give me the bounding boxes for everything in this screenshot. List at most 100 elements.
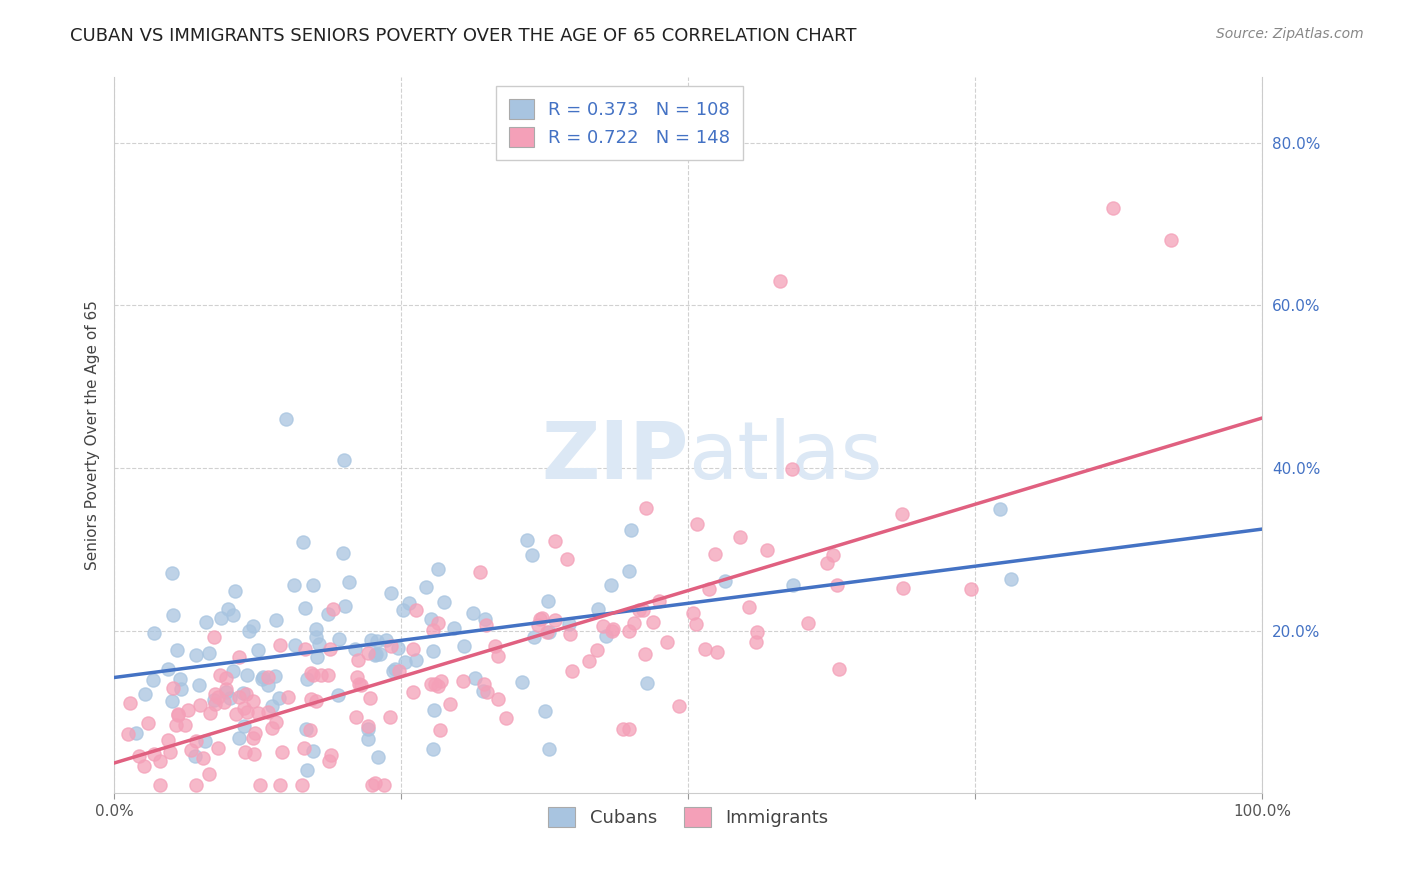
- Point: [246, 643, 269, 657]
- Point: [260, 721, 283, 735]
- Point: [335, 599, 357, 613]
- Point: [827, 578, 849, 592]
- Point: [257, 677, 280, 691]
- Point: [523, 630, 546, 644]
- Point: [451, 673, 474, 688]
- Point: [1160, 233, 1182, 247]
- Point: [138, 715, 160, 730]
- Point: [394, 655, 416, 669]
- Point: [264, 668, 287, 682]
- Point: [180, 742, 202, 756]
- Point: [634, 647, 657, 661]
- Point: [599, 578, 621, 592]
- Point: [1102, 201, 1125, 215]
- Point: [295, 763, 318, 777]
- Point: [706, 645, 728, 659]
- Point: [276, 412, 298, 426]
- Point: [422, 643, 444, 657]
- Point: [295, 722, 318, 736]
- Point: [328, 632, 350, 646]
- Point: [405, 603, 427, 617]
- Point: [228, 650, 250, 665]
- Point: [617, 564, 640, 578]
- Point: [745, 625, 768, 640]
- Point: [464, 671, 486, 685]
- Point: [149, 778, 172, 792]
- Point: [232, 701, 254, 715]
- Point: [316, 607, 339, 621]
- Point: [350, 678, 373, 692]
- Point: [415, 580, 437, 594]
- Point: [236, 706, 259, 720]
- Point: [578, 654, 600, 668]
- Point: [634, 501, 657, 516]
- Point: [184, 749, 207, 764]
- Point: [277, 690, 299, 704]
- Point: [373, 778, 395, 792]
- Point: [269, 778, 291, 792]
- Point: [346, 710, 368, 724]
- Point: [682, 606, 704, 620]
- Point: [169, 672, 191, 686]
- Point: [177, 703, 200, 717]
- Point: [299, 692, 322, 706]
- Point: [520, 548, 543, 562]
- Point: [392, 603, 415, 617]
- Point: [222, 607, 245, 622]
- Point: [475, 617, 498, 632]
- Point: [443, 622, 465, 636]
- Point: [337, 575, 360, 590]
- Point: [368, 647, 391, 661]
- Point: [427, 679, 450, 693]
- Point: [380, 586, 402, 600]
- Point: [538, 742, 561, 756]
- Point: [194, 734, 217, 748]
- Point: [224, 584, 246, 599]
- Point: [346, 670, 368, 684]
- Point: [228, 690, 250, 704]
- Point: [165, 718, 187, 732]
- Point: [264, 714, 287, 729]
- Point: [295, 672, 318, 686]
- Point: [134, 687, 156, 701]
- Point: [167, 707, 190, 722]
- Point: [612, 722, 634, 736]
- Point: [264, 613, 287, 627]
- Point: [207, 741, 229, 756]
- Point: [359, 691, 381, 706]
- Point: [156, 732, 179, 747]
- Point: [366, 634, 388, 648]
- Point: [166, 706, 188, 721]
- Point: [242, 747, 264, 761]
- Point: [322, 601, 344, 615]
- Point: [367, 750, 389, 764]
- Point: [160, 566, 183, 581]
- Point: [202, 630, 225, 644]
- Point: [228, 731, 250, 745]
- Point: [238, 624, 260, 638]
- Y-axis label: Seniors Poverty Over the Age of 65: Seniors Poverty Over the Age of 65: [86, 301, 100, 570]
- Point: [357, 732, 380, 747]
- Point: [398, 596, 420, 610]
- Point: [166, 642, 188, 657]
- Point: [592, 618, 614, 632]
- Point: [204, 697, 226, 711]
- Point: [186, 733, 208, 747]
- Point: [307, 650, 329, 665]
- Point: [780, 461, 803, 475]
- Point: [537, 624, 560, 639]
- Point: [643, 615, 665, 629]
- Point: [422, 623, 444, 637]
- Point: [232, 686, 254, 700]
- Point: [170, 681, 193, 696]
- Point: [132, 759, 155, 773]
- Point: [486, 692, 509, 706]
- Point: [558, 627, 581, 641]
- Point: [207, 690, 229, 704]
- Point: [357, 722, 380, 736]
- Point: [222, 664, 245, 678]
- Point: [686, 517, 709, 532]
- Point: [156, 662, 179, 676]
- Point: [387, 640, 409, 655]
- Point: [697, 582, 720, 596]
